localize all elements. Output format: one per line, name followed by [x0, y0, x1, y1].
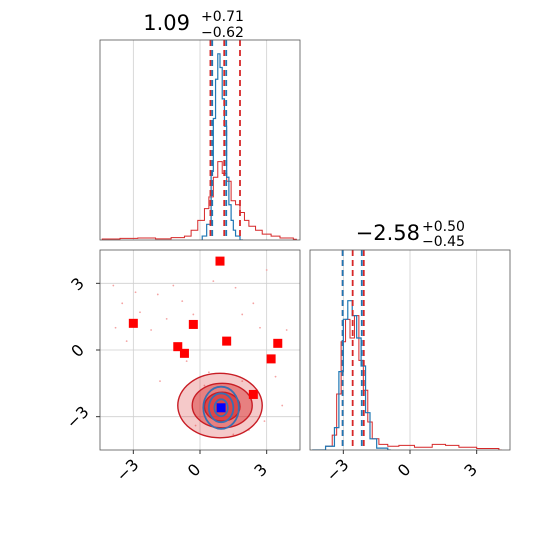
sample-point	[192, 313, 195, 316]
contour-level-blue	[202, 385, 240, 430]
sample-point	[241, 313, 244, 316]
title-param2-median: −2.58	[356, 221, 420, 245]
sample-point	[259, 326, 261, 329]
tick-label-x: 0	[394, 460, 415, 481]
sample-point	[139, 311, 141, 314]
title-param1-plus: +0.71	[201, 9, 244, 25]
hist-param1-blue	[201, 53, 243, 240]
marker-red	[179, 348, 189, 358]
title-param2-minus: −0.45	[422, 234, 465, 250]
marker-red	[173, 342, 183, 352]
grid-joint	[100, 250, 300, 450]
panel-joint: −3 −3 0 0 3 3	[63, 249, 301, 485]
marker-red	[222, 336, 232, 346]
tick-label-x: −3	[322, 455, 352, 485]
marker-red	[188, 319, 198, 329]
quantile-lines-param1	[209, 40, 241, 240]
sample-point	[112, 284, 115, 287]
title-param1: 1.09	[143, 11, 190, 35]
grid-param1-hist	[132, 40, 268, 240]
sample-point	[156, 293, 159, 296]
marker-blue	[216, 403, 226, 413]
contour-blue	[202, 385, 240, 430]
sample-point	[159, 380, 161, 383]
tick-label-x: 0	[184, 460, 205, 481]
sample-point	[263, 420, 266, 423]
sample-point	[207, 371, 210, 374]
marker-red	[273, 338, 283, 348]
contour-level-blue	[213, 398, 229, 418]
sample-point	[165, 317, 168, 320]
sample-point	[265, 269, 268, 271]
sample-point	[125, 340, 128, 343]
hist-param2-blue	[312, 300, 391, 450]
sample-point	[281, 404, 284, 407]
title-param2-plus: +0.50	[422, 219, 465, 235]
sample-point	[234, 286, 237, 289]
sample-point	[150, 329, 153, 331]
sample-point	[121, 302, 124, 305]
tick-label-x: 3	[250, 460, 271, 481]
sample-point	[194, 424, 197, 427]
sample-point	[241, 380, 244, 383]
sample-point	[212, 280, 215, 283]
hist-param2-red	[312, 315, 502, 450]
sample-point	[134, 291, 137, 294]
tick-label-x: −3	[112, 455, 142, 485]
frame-param1-hist	[99, 39, 301, 241]
markers-red	[128, 256, 283, 399]
quantile-lines-param2	[341, 250, 365, 450]
sample-point	[252, 302, 255, 305]
sample-point	[172, 284, 175, 287]
sample-point	[185, 360, 188, 363]
sample-point	[285, 329, 288, 331]
title-param1-median: 1.09	[143, 11, 190, 35]
marker-red	[128, 318, 138, 328]
marker-red	[266, 354, 276, 364]
faint-samples	[112, 269, 288, 436]
contour-level-blue	[207, 392, 235, 424]
marker-red	[248, 389, 258, 399]
hist-param1-red	[101, 161, 297, 240]
sample-point	[274, 375, 277, 378]
sample-point	[181, 300, 184, 303]
title-param1-minus: −0.62	[201, 25, 244, 41]
panel-param1-hist: 1.09 +0.71 −0.62	[99, 9, 301, 241]
tick-label-y: −3	[63, 402, 93, 432]
ticks-param2: −3 0 3	[322, 450, 481, 485]
sample-point	[203, 384, 206, 387]
marker-red	[215, 256, 225, 266]
panel-param2-hist: −3 0 3 −2.58 +0.50 −0.45	[309, 219, 511, 485]
tick-label-y: 3	[67, 274, 88, 295]
tick-label-x: 3	[460, 460, 481, 481]
sample-point	[232, 433, 235, 436]
tick-label-y: 0	[67, 340, 88, 361]
sample-point	[114, 326, 117, 329]
